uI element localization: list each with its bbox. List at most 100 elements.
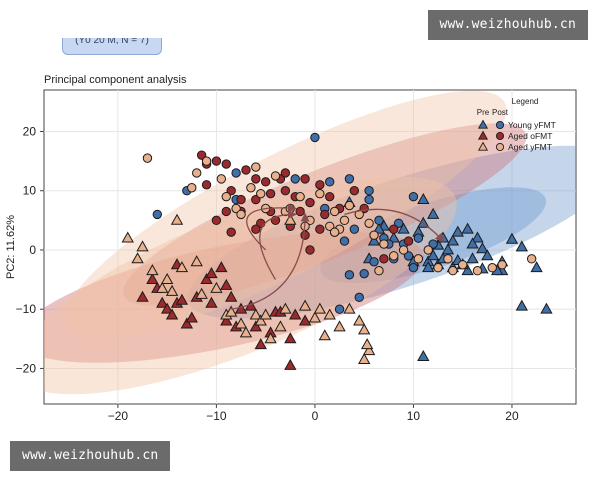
point-post-aged-yfmt: [339, 215, 350, 226]
point-pre-aged-ofmt: [165, 308, 179, 320]
point-post-aged-yfmt: [379, 239, 389, 249]
point-post-aged-yfmt: [344, 200, 355, 211]
point-post-aged-yfmt: [329, 206, 340, 217]
point-pre-aged-yfmt: [249, 308, 262, 320]
point-pre-aged-yfmt: [160, 272, 174, 285]
point-pre-young-yfmt: [422, 261, 435, 273]
point-post-young-yfmt: [393, 218, 404, 229]
y-tick-label: −10: [16, 302, 37, 316]
point-pre-aged-yfmt: [264, 332, 277, 344]
y-tick-label: −20: [16, 361, 37, 375]
point-pre-young-yfmt: [515, 299, 528, 311]
point-pre-aged-yfmt: [190, 255, 203, 267]
point-pre-aged-yfmt: [146, 264, 159, 276]
point-post-young-yfmt: [364, 194, 374, 205]
point-pre-young-yfmt: [461, 264, 474, 276]
legend-circle-marker: [495, 131, 505, 141]
point-pre-aged-yfmt: [308, 311, 322, 323]
point-pre-young-yfmt: [540, 302, 553, 314]
point-pre-young-yfmt: [372, 222, 386, 234]
point-post-aged-yfmt: [256, 188, 266, 199]
point-post-aged-yfmt: [433, 263, 443, 273]
point-pre-young-yfmt: [441, 243, 455, 255]
point-pre-aged-ofmt: [284, 332, 297, 344]
point-pre-aged-ofmt: [220, 278, 233, 290]
point-post-young-yfmt: [408, 263, 419, 273]
point-post-young-yfmt: [334, 304, 345, 314]
point-pre-young-yfmt: [451, 225, 464, 237]
point-pre-aged-ofmt: [146, 272, 159, 285]
data-points: [121, 132, 553, 370]
point-post-aged-ofmt: [300, 230, 310, 240]
point-post-aged-yfmt: [423, 245, 433, 255]
point-pre-young-yfmt: [367, 234, 381, 246]
point-post-aged-yfmt: [221, 191, 231, 202]
point-post-aged-ofmt: [300, 174, 310, 184]
point-post-aged-yfmt: [369, 230, 379, 240]
point-post-young-yfmt: [413, 233, 424, 243]
point-pre-young-yfmt: [461, 222, 474, 234]
point-post-young-yfmt: [290, 174, 300, 184]
point-pre-aged-ofmt: [225, 290, 238, 302]
point-pre-aged-yfmt: [362, 344, 376, 356]
point-post-aged-yfmt: [448, 265, 458, 276]
trajectory-arrow: [259, 209, 298, 280]
point-pre-aged-ofmt: [254, 338, 267, 350]
point-pre-aged-yfmt: [360, 338, 374, 350]
point-post-aged-ofmt: [315, 180, 325, 190]
legend-title: Legend: [512, 97, 539, 106]
point-post-aged-yfmt: [413, 254, 424, 264]
point-post-young-yfmt: [359, 268, 369, 279]
point-pre-young-yfmt: [417, 349, 430, 362]
point-pre-aged-yfmt: [239, 326, 253, 338]
point-pre-aged-yfmt: [170, 213, 184, 225]
point-pre-young-yfmt: [466, 252, 479, 264]
point-post-aged-ofmt: [280, 168, 291, 178]
point-post-aged-ofmt: [315, 224, 325, 234]
point-pre-aged-ofmt: [136, 290, 149, 302]
point-post-aged-ofmt: [201, 180, 212, 190]
point-pre-aged-yfmt: [358, 323, 371, 335]
point-post-young-yfmt: [369, 257, 379, 267]
point-post-aged-ofmt: [403, 236, 414, 246]
point-pre-aged-yfmt: [225, 305, 238, 317]
chart-title: Principal component analysis: [44, 74, 187, 86]
point-pre-aged-yfmt: [323, 308, 336, 320]
point-pre-young-yfmt: [481, 249, 494, 261]
point-post-aged-ofmt: [305, 197, 315, 208]
point-pre-aged-yfmt: [210, 281, 223, 293]
point-pre-aged-ofmt: [185, 311, 198, 323]
point-post-young-yfmt: [339, 236, 350, 246]
point-pre-young-yfmt: [387, 231, 400, 243]
point-pre-aged-ofmt: [249, 320, 262, 332]
x-tick-label: 10: [407, 409, 421, 423]
point-pre-young-yfmt: [530, 261, 543, 273]
point-pre-aged-ofmt: [205, 267, 218, 279]
point-post-aged-yfmt: [458, 260, 468, 270]
point-post-aged-yfmt: [472, 265, 483, 276]
point-post-young-yfmt: [325, 177, 335, 187]
point-pre-aged-ofmt: [298, 314, 312, 326]
point-pre-aged-yfmt: [121, 231, 134, 243]
point-post-young-yfmt: [403, 251, 414, 261]
point-pre-young-yfmt: [397, 222, 410, 234]
point-post-aged-yfmt: [364, 218, 374, 229]
point-pre-aged-ofmt: [215, 261, 228, 273]
legend-triangle-marker: [477, 141, 489, 151]
x-tick-label: 0: [312, 409, 319, 423]
point-pre-aged-ofmt: [200, 272, 213, 285]
point-pre-aged-yfmt: [343, 302, 356, 314]
point-pre-aged-ofmt: [284, 358, 297, 370]
point-post-aged-yfmt: [487, 263, 497, 273]
legend-pre-label: Pre: [477, 108, 490, 117]
trajectory-arrow: [344, 208, 445, 243]
point-pre-aged-yfmt: [279, 302, 292, 314]
point-pre-aged-yfmt: [175, 261, 189, 273]
point-post-aged-yfmt: [497, 260, 507, 270]
legend-triangle-marker: [477, 130, 489, 140]
point-post-aged-yfmt: [374, 265, 384, 276]
point-post-aged-ofmt: [251, 174, 261, 184]
point-pre-aged-yfmt: [318, 329, 331, 341]
point-pre-young-yfmt: [515, 240, 528, 252]
point-pre-aged-ofmt: [205, 296, 218, 308]
